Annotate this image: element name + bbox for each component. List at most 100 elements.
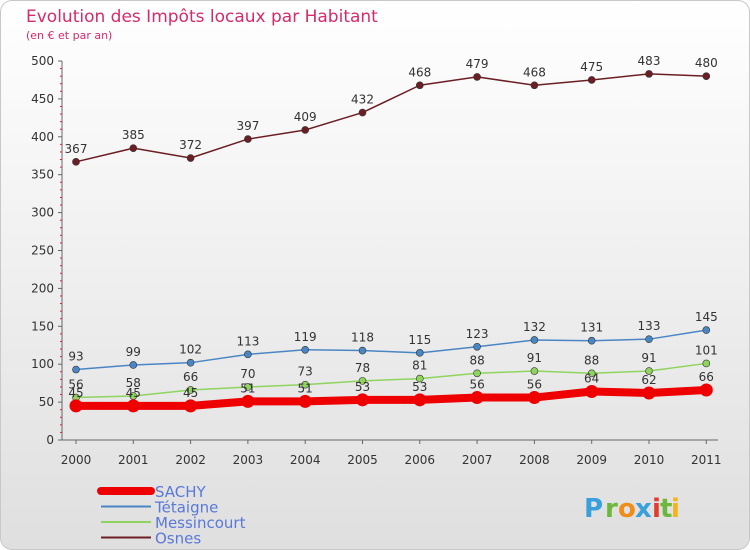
data-point [473, 73, 481, 81]
data-point [356, 393, 369, 407]
data-point [244, 350, 252, 359]
x-tick-label: 2008 [519, 453, 550, 467]
data-label: 64 [584, 371, 599, 385]
y-tick-label: 400 [31, 130, 54, 144]
data-label: 102 [179, 343, 202, 357]
data-point [241, 394, 255, 408]
data-point [645, 367, 653, 375]
data-label: 468 [408, 65, 431, 79]
data-label: 409 [294, 110, 317, 124]
data-label: 53 [412, 380, 427, 394]
data-label: 66 [699, 370, 714, 384]
data-label: 119 [294, 330, 317, 344]
series-line-messincourt [75, 362, 708, 399]
data-point [72, 365, 80, 374]
chart-title: Evolution des Impôts locaux par Habitant [26, 7, 378, 27]
data-label: 62 [641, 373, 656, 387]
data-point [702, 326, 711, 334]
data-point [298, 394, 312, 408]
data-label: 118 [351, 331, 374, 345]
data-point [186, 386, 195, 394]
data-label: 145 [695, 310, 718, 324]
data-label: 56 [68, 378, 83, 392]
x-tick-label: 2003 [233, 453, 264, 467]
data-point [301, 345, 310, 354]
data-label: 45 [183, 386, 198, 400]
data-label: 372 [179, 138, 202, 152]
data-point [186, 154, 195, 162]
series-line-osnes [75, 73, 708, 163]
y-tick-label: 200 [31, 281, 54, 295]
y-tick-label: 250 [31, 244, 54, 258]
logo-letter: P [584, 494, 603, 524]
y-tick-label: 350 [31, 168, 54, 182]
logo-letter: x [635, 494, 652, 524]
data-label: 78 [355, 361, 370, 375]
data-point [244, 383, 252, 391]
data-label: 99 [126, 345, 141, 359]
data-label: 123 [466, 327, 489, 341]
data-point [530, 81, 539, 90]
x-tick-label: 2007 [462, 453, 493, 467]
data-point [530, 367, 539, 375]
data-point [186, 358, 195, 367]
data-point [587, 76, 596, 84]
logo-letter: t [660, 494, 672, 524]
data-point [470, 391, 484, 405]
data-point [72, 158, 80, 166]
data-label: 93 [68, 350, 83, 364]
data-point [301, 380, 310, 389]
legend-label-tétaigne: Tétaigne [154, 499, 218, 517]
data-label: 397 [236, 119, 259, 133]
data-point [358, 346, 367, 355]
data-label: 480 [695, 56, 718, 70]
data-label: 91 [527, 351, 542, 365]
data-label: 483 [638, 54, 661, 68]
y-tick-label: 300 [31, 206, 54, 220]
data-point [301, 126, 310, 134]
data-point [587, 336, 596, 345]
x-tick-label: 2000 [61, 453, 92, 467]
data-point [473, 342, 481, 351]
data-label: 468 [523, 65, 546, 79]
data-label: 132 [523, 320, 546, 334]
data-label: 56 [527, 378, 542, 392]
data-point [358, 377, 367, 385]
data-label: 115 [408, 333, 431, 347]
legend-label-messincourt: Messincourt [155, 514, 246, 532]
data-point [415, 349, 424, 357]
data-point [358, 108, 367, 117]
data-label: 88 [469, 353, 484, 367]
data-point [69, 399, 83, 413]
data-point [244, 135, 252, 143]
data-point [129, 361, 138, 369]
data-label: 432 [351, 93, 374, 107]
logo-letter: i [671, 494, 680, 524]
x-tick-label: 2002 [175, 453, 206, 467]
data-point [184, 399, 198, 413]
y-tick-label: 50 [39, 395, 54, 409]
data-label: 73 [298, 365, 313, 379]
data-label: 475 [580, 60, 603, 74]
data-label: 101 [695, 343, 718, 357]
legend-label-sachy: SACHY [155, 483, 207, 501]
data-label: 131 [580, 321, 603, 335]
data-point [702, 359, 711, 368]
data-label: 56 [469, 378, 484, 392]
data-label: 133 [638, 319, 661, 333]
logo-letter: i [652, 494, 661, 524]
x-tick-label: 2006 [405, 453, 436, 467]
data-label: 88 [584, 353, 599, 367]
data-point [645, 70, 653, 78]
data-label: 45 [68, 386, 83, 400]
data-label: 385 [122, 128, 145, 142]
data-point [530, 336, 539, 344]
chart-subtitle: (en € et par an) [26, 29, 112, 42]
y-tick-label: 500 [31, 54, 54, 68]
data-point [585, 384, 599, 398]
data-label: 70 [240, 367, 255, 381]
x-tick-label: 2004 [290, 453, 321, 467]
